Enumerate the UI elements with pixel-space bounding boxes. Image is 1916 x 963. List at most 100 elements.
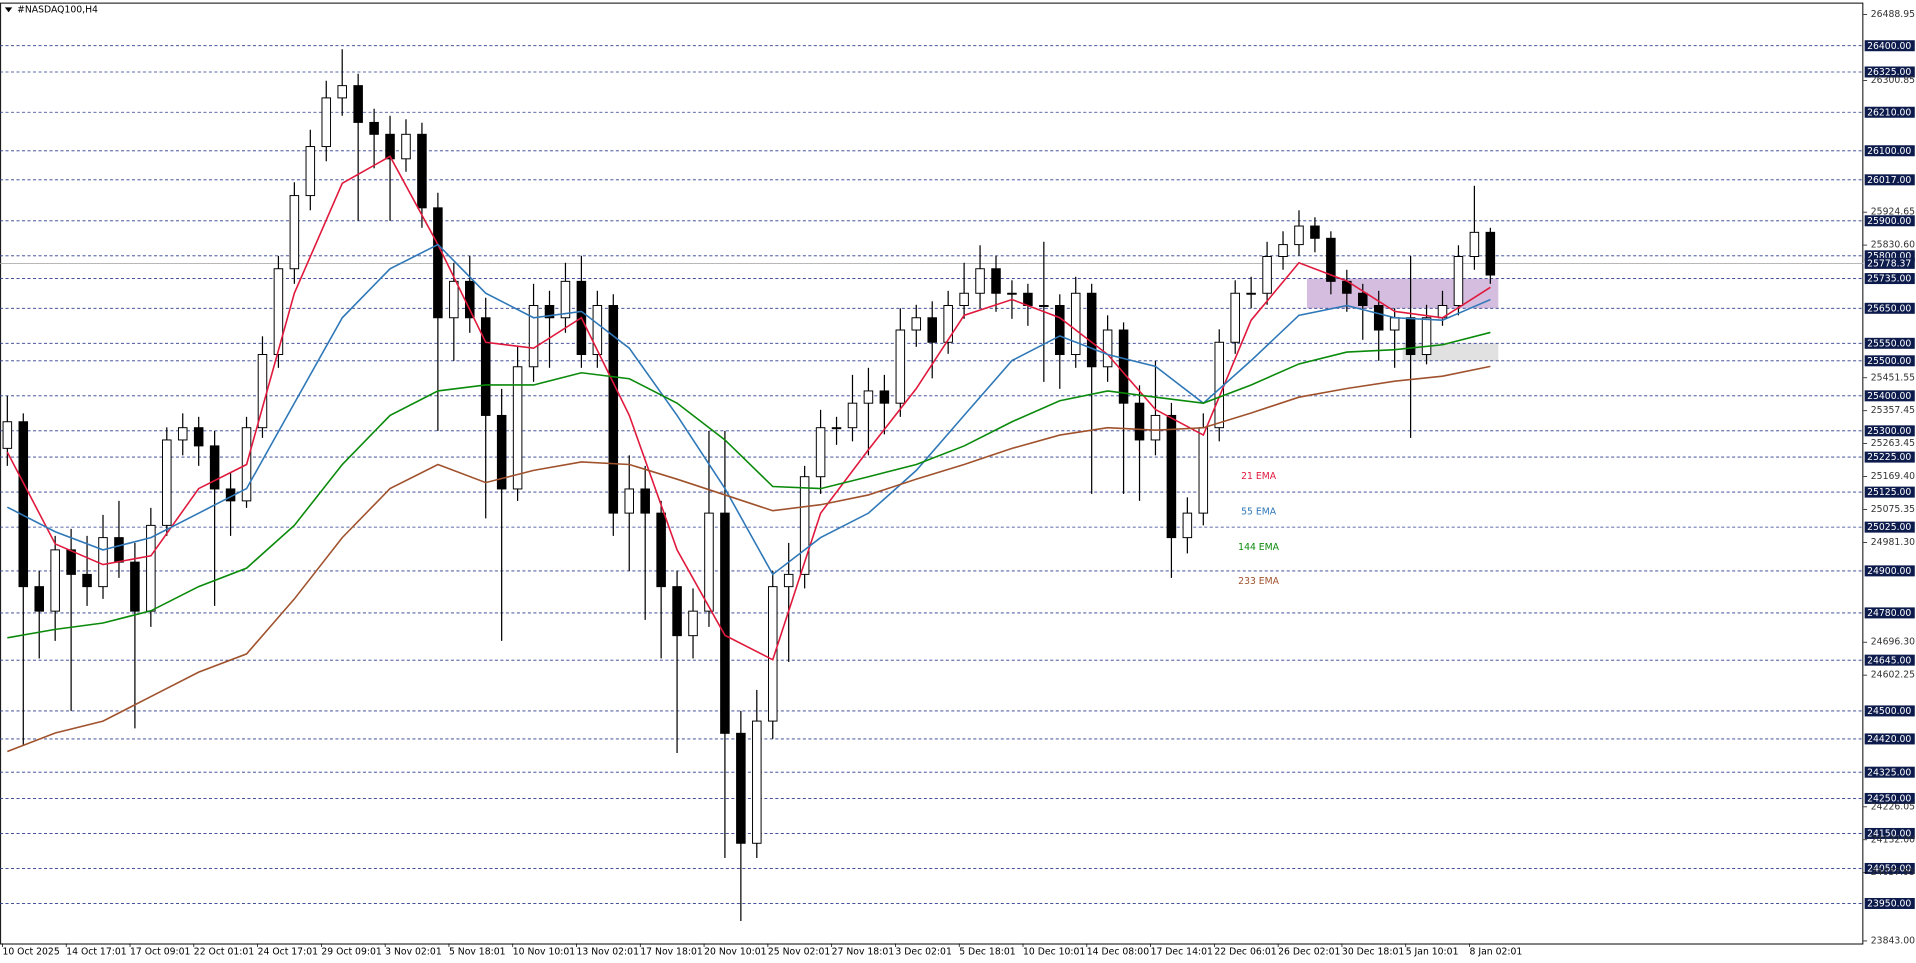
level-label: 25225.00 xyxy=(1867,452,1911,463)
y-tick-label: 24981.30 xyxy=(1871,537,1915,548)
candle-body xyxy=(1326,237,1336,282)
candle-body xyxy=(1294,225,1304,246)
level-label: 25025.00 xyxy=(1867,522,1911,533)
candle-body xyxy=(847,402,858,429)
candle-body xyxy=(353,85,363,123)
level-tag xyxy=(1864,862,1915,874)
level-label: 25125.00 xyxy=(1867,487,1911,498)
candle-body xyxy=(130,561,140,612)
candles xyxy=(2,49,1496,921)
chart-title: #NASDAQ100,H4 xyxy=(17,4,98,15)
level-label: 24250.00 xyxy=(1867,794,1911,805)
candle-body xyxy=(385,133,395,160)
candle-body xyxy=(1230,292,1240,343)
candle-body xyxy=(82,573,92,588)
level-label: 25550.00 xyxy=(1867,338,1911,349)
level-tag xyxy=(1864,302,1915,314)
y-tick-label: 25263.45 xyxy=(1871,438,1915,449)
level-label: 24325.00 xyxy=(1867,767,1911,778)
ema-line xyxy=(6,155,1491,661)
candle-body xyxy=(1405,317,1416,356)
candle-body xyxy=(959,292,969,306)
level-label: 24500.00 xyxy=(1867,706,1911,717)
candle-body xyxy=(1086,292,1097,368)
y-tick-label: 26488.95 xyxy=(1871,9,1915,20)
candle-body xyxy=(449,280,459,319)
y-tick-label: 26300.85 xyxy=(1871,75,1915,86)
candle-body xyxy=(560,280,571,319)
candle-body xyxy=(66,549,76,575)
candle-body xyxy=(528,305,539,368)
level-tag xyxy=(1864,766,1915,778)
x-tick-label: 14 Oct 17:01 xyxy=(66,946,127,957)
ema-lines xyxy=(6,155,1491,753)
level-tag xyxy=(1864,390,1915,402)
price-zone xyxy=(1402,343,1499,361)
candle-body xyxy=(1453,256,1464,306)
level-label: 26325.00 xyxy=(1867,67,1911,78)
candle-body xyxy=(1198,427,1209,514)
y-tick-label: 24602.25 xyxy=(1871,670,1915,681)
ema-line xyxy=(6,243,1491,576)
candle-body xyxy=(767,586,778,722)
x-tick-label: 22 Oct 01:01 xyxy=(194,946,255,957)
candle-body xyxy=(512,366,523,490)
level-label: 24645.00 xyxy=(1867,655,1911,666)
candle-body xyxy=(417,133,427,209)
candle-body xyxy=(1134,402,1145,441)
current-price-tag xyxy=(1864,257,1915,269)
ema-legend-label: 233 EMA xyxy=(1238,576,1279,587)
candle-body xyxy=(50,549,60,612)
level-label: 26400.00 xyxy=(1867,41,1911,52)
candle-body xyxy=(672,586,682,637)
candle-body xyxy=(496,414,507,490)
level-label: 26017.00 xyxy=(1867,175,1911,186)
level-tag xyxy=(1864,486,1915,498)
level-tag xyxy=(1864,827,1915,839)
x-tick-label: 14 Dec 08:00 xyxy=(1087,946,1149,957)
price-zone xyxy=(1306,278,1499,309)
y-tick-label: 24037.95 xyxy=(1871,867,1915,878)
candle-body xyxy=(544,305,555,319)
candle-body xyxy=(465,280,475,319)
x-tick-label: 3 Nov 02:01 xyxy=(385,946,442,957)
x-tick-label: 17 Nov 18:01 xyxy=(640,946,703,957)
candle-body xyxy=(1421,317,1432,356)
candle-body xyxy=(1373,305,1384,331)
x-tick-label: 30 Dec 18:01 xyxy=(1342,946,1404,957)
candle-body xyxy=(736,732,746,844)
level-tag xyxy=(1864,106,1915,118)
candle-body xyxy=(1102,329,1113,368)
level-label: 23950.00 xyxy=(1867,899,1911,910)
candle-body xyxy=(209,445,220,490)
y-tick-label: 25169.40 xyxy=(1871,471,1915,482)
candle-body xyxy=(863,390,874,404)
candle-body xyxy=(1007,292,1017,295)
symbol-menu-icon[interactable] xyxy=(4,7,13,13)
x-tick-label: 10 Dec 10:01 xyxy=(1023,946,1085,957)
level-tag xyxy=(1864,521,1915,533)
level-tag xyxy=(1864,733,1915,745)
candle-body xyxy=(1070,292,1081,356)
ema-legend-label: 55 EMA xyxy=(1241,507,1277,518)
candle-body xyxy=(369,121,379,135)
level-label: 26100.00 xyxy=(1867,146,1911,157)
ema-legend-label: 144 EMA xyxy=(1238,542,1279,553)
candle-body xyxy=(831,427,842,430)
candle-body xyxy=(1182,512,1193,539)
candle-body xyxy=(1039,305,1049,307)
candle-body xyxy=(975,268,985,294)
candle-body xyxy=(592,305,603,356)
x-tick-label: 24 Oct 17:01 xyxy=(258,946,319,957)
level-tag xyxy=(1864,215,1915,227)
x-tick-label: 5 Dec 18:01 xyxy=(959,946,1016,957)
y-tick-label: 25357.45 xyxy=(1871,405,1915,416)
y-tick-label: 24132.00 xyxy=(1871,834,1915,845)
candle-body xyxy=(114,537,124,563)
level-tag xyxy=(1864,565,1915,577)
candle-body xyxy=(688,610,698,637)
x-tick-label: 29 Oct 09:01 xyxy=(321,946,382,957)
candle-body xyxy=(991,268,1001,294)
